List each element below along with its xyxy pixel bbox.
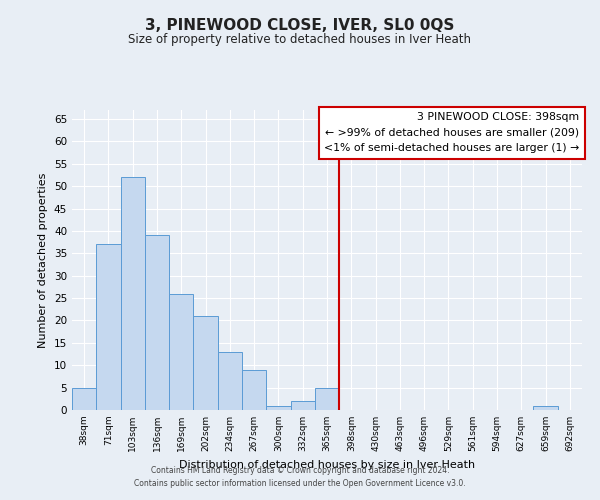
Text: Size of property relative to detached houses in Iver Heath: Size of property relative to detached ho… bbox=[128, 32, 472, 46]
Bar bbox=[169, 294, 193, 410]
Bar bbox=[193, 316, 218, 410]
Bar bbox=[290, 401, 315, 410]
Bar bbox=[218, 352, 242, 410]
Bar bbox=[72, 388, 96, 410]
Bar bbox=[121, 177, 145, 410]
Bar bbox=[145, 236, 169, 410]
Bar bbox=[315, 388, 339, 410]
Text: 3 PINEWOOD CLOSE: 398sqm
← >99% of detached houses are smaller (209)
<1% of semi: 3 PINEWOOD CLOSE: 398sqm ← >99% of detac… bbox=[325, 112, 580, 154]
Y-axis label: Number of detached properties: Number of detached properties bbox=[38, 172, 49, 348]
Bar bbox=[96, 244, 121, 410]
Text: Contains HM Land Registry data © Crown copyright and database right 2024.
Contai: Contains HM Land Registry data © Crown c… bbox=[134, 466, 466, 487]
Bar bbox=[242, 370, 266, 410]
X-axis label: Distribution of detached houses by size in Iver Heath: Distribution of detached houses by size … bbox=[179, 460, 475, 469]
Text: 3, PINEWOOD CLOSE, IVER, SL0 0QS: 3, PINEWOOD CLOSE, IVER, SL0 0QS bbox=[145, 18, 455, 32]
Bar bbox=[266, 406, 290, 410]
Bar bbox=[533, 406, 558, 410]
